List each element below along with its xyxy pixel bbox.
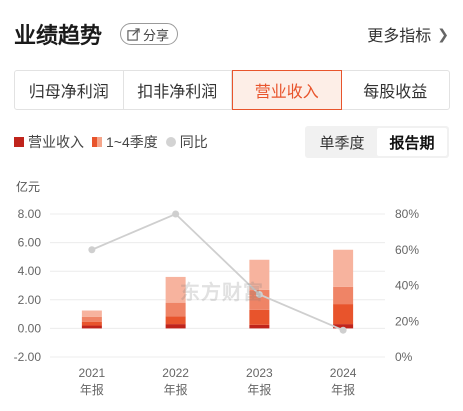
right-axis-tick: 40% [395,279,419,293]
right-axis-tick: 60% [395,243,419,257]
bar-segment-q2 [165,316,186,325]
bar-segment-q1 [249,324,270,329]
bar-segment-q2 [81,321,102,326]
left-axis-tick: 8.00 [18,207,42,221]
chevron-right-icon: ❯ [437,25,449,42]
yoy-point [255,290,263,298]
yoy-point [172,210,180,218]
bar-segment-q1 [81,325,102,329]
legend-item-revenue[interactable]: 营业收入 [14,132,84,152]
bar-segment-q1 [165,324,186,329]
share-label: 分享 [143,27,170,43]
x-axis-sub-label: 年报 [247,382,271,397]
bar-segment-q1 [333,324,354,329]
left-axis-tick: -2.00 [14,350,42,364]
share-icon [127,27,140,41]
revenue-chart: 8.00 6.00 4.00 2.00 0.00 -2.00 80% 60% 40% 20% 0% 2… [14,207,420,397]
legend-item-quarters[interactable]: 1~4季度 [92,132,158,152]
tab-revenue[interactable]: 营业收入 [232,70,342,110]
bar-segment-q3 [249,289,270,310]
x-axis-tick: 2023 [246,366,273,380]
page-title: 业绩趋势 [14,23,103,48]
tab-eps[interactable]: 每股收益 [363,84,428,101]
x-axis-tick: 2022 [162,366,189,380]
bar-segment-q3 [81,316,102,322]
tab-report-period[interactable]: 报告期 [377,128,447,156]
share-button[interactable]: 分享 [120,23,179,45]
legend-label-yoy: 同比 [179,134,208,150]
metric-tabs: 归母净利润 扣非净利润 营业收入 每股收益 [14,70,450,110]
tab-deducted-net-profit[interactable]: 扣非净利润 [124,71,232,109]
right-axis-tick: 80% [395,207,419,221]
x-axis-sub-label: 年报 [164,382,188,397]
left-axis-tick: 2.00 [18,293,42,307]
yoy-line [91,212,344,332]
watermark: 东方财富 [180,282,264,304]
yoy-point [339,326,347,334]
left-axis-tick: 0.00 [18,321,42,335]
right-axis-tick: 20% [395,314,419,328]
right-axis-tick: 0% [395,350,413,364]
legend-swatch-yoy [165,137,176,147]
bar-segment-q4 [333,249,354,287]
bar-segment-q4 [81,310,102,317]
bar-segment-q2 [333,304,354,325]
x-axis-tick: 2021 [79,366,106,380]
legend-label-quarters: 1~4季度 [106,134,158,150]
header: 业绩趋势 分享 更多指标 ❯ [14,14,449,54]
legend-label-revenue: 营业收入 [28,134,84,150]
yoy-point [88,246,96,254]
x-axis-sub-label: 年报 [80,382,104,397]
period-toggle: 单季度 报告期 [305,126,449,158]
tab-single-quarter[interactable]: 单季度 [319,134,365,152]
legend-swatch-quarters [92,137,102,147]
bar-segment-q4 [249,259,270,290]
bar-segment-q2 [249,309,270,325]
tab-net-profit[interactable]: 归母净利润 [15,71,124,109]
bar-segment-q4 [165,276,186,303]
bar-segment-q3 [165,302,186,317]
x-axis-sub-label: 年报 [331,382,355,397]
left-axis-tick: 6.00 [18,236,42,250]
left-axis-tick: 4.00 [18,264,42,278]
unit-label: 亿元 [16,180,41,194]
legend-swatch-revenue [14,137,24,147]
chart-legend: 营业收入 1~4季度 同比 [14,132,216,152]
more-indicators-link[interactable]: 更多指标 ❯ [367,22,449,46]
bar-segment-q3 [333,286,354,305]
more-label: 更多指标 [367,28,432,45]
legend-item-yoy[interactable]: 同比 [165,132,208,152]
x-axis-tick: 2024 [330,366,357,380]
